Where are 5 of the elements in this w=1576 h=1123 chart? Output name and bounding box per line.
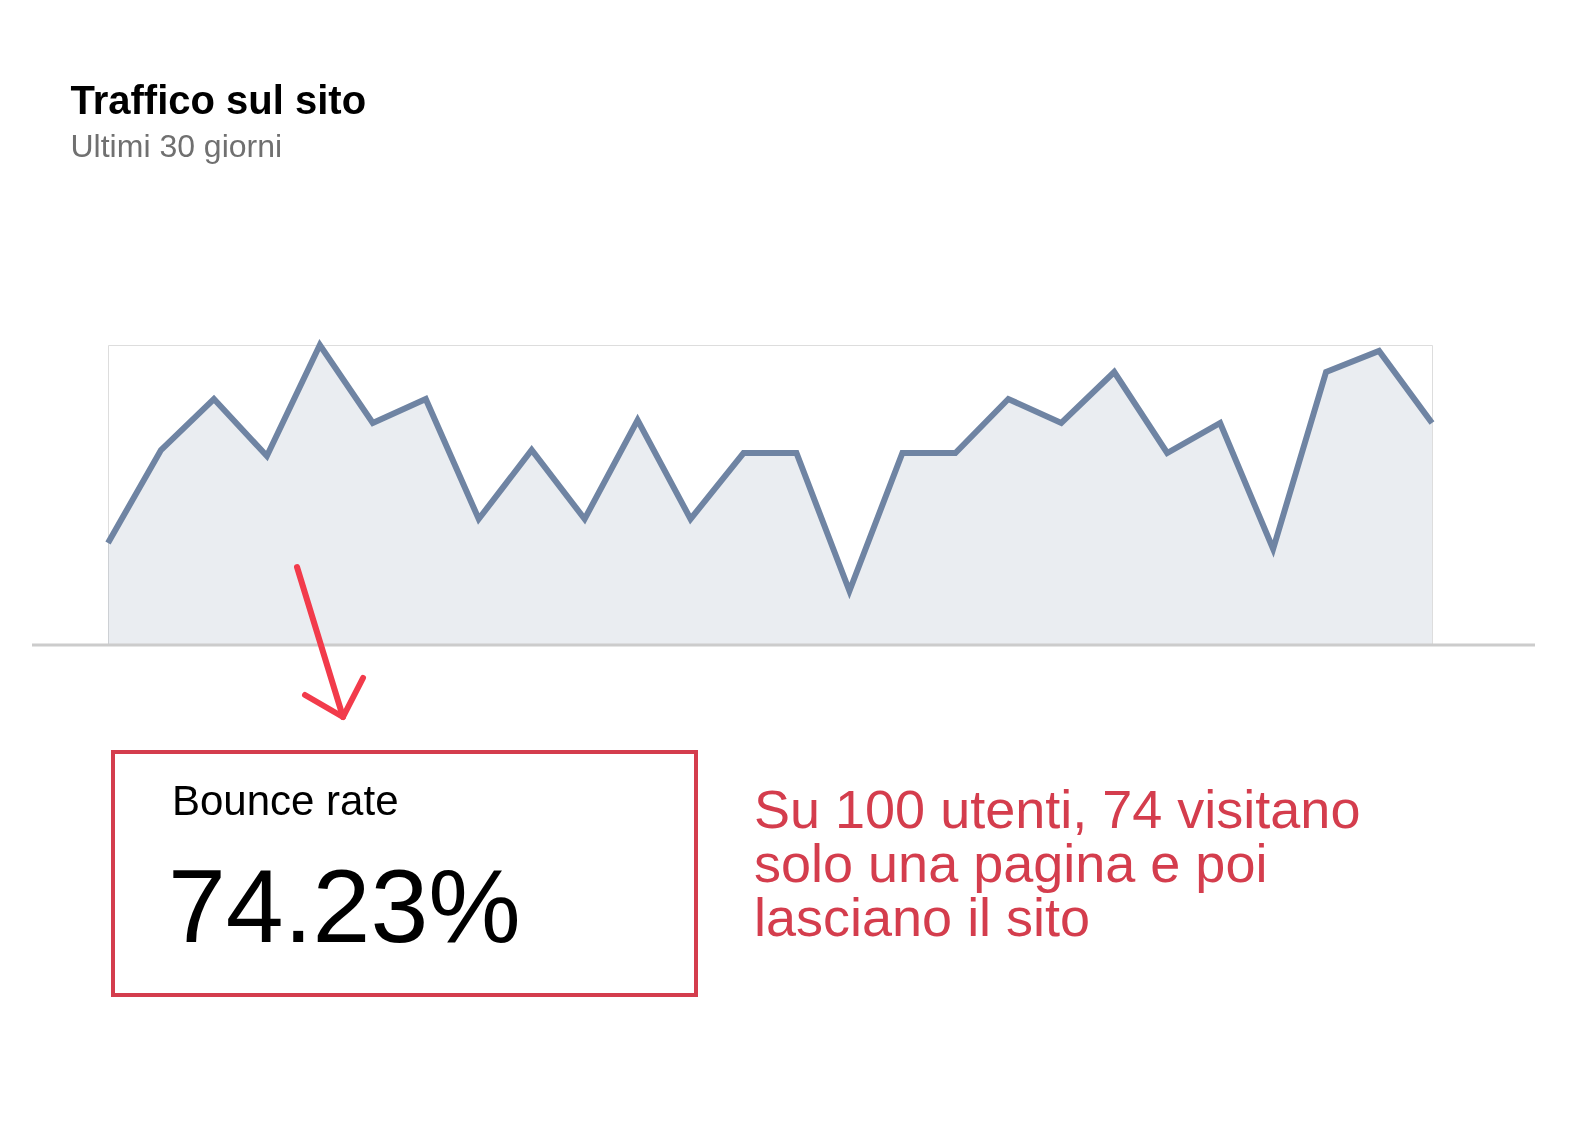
text: Su 100 utenti, 74 visitano solo una pagina e poi lasciano il sito [754,779,1361,947]
chart-subtitle: Ultimi 30 giorni [70,128,283,164]
text: 74.23% [168,848,521,964]
chart-title: Traffico sul sito [70,78,367,122]
text: Bounce rate [172,777,399,824]
